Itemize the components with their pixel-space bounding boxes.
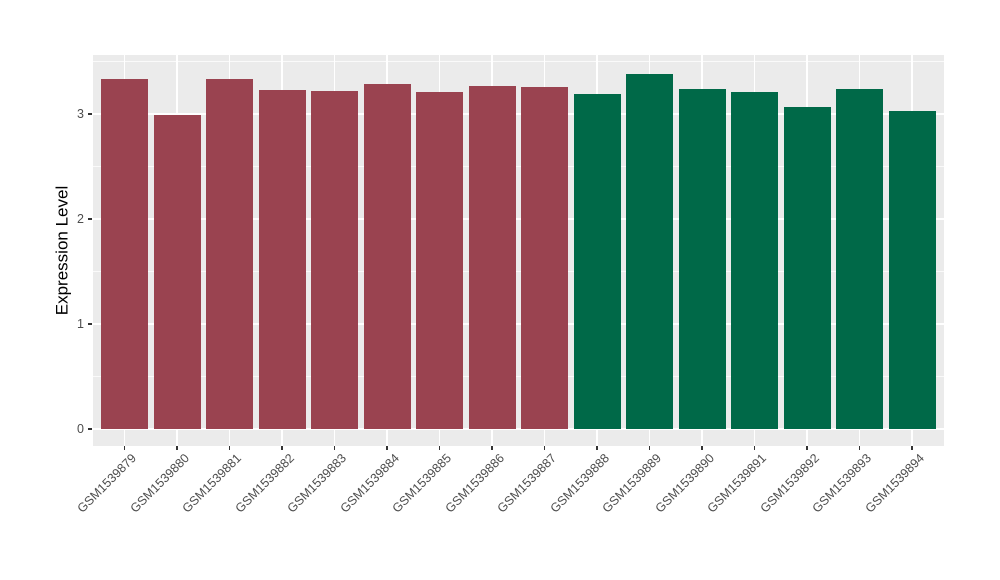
bar-GSM1539885 — [416, 91, 463, 429]
bar-GSM1539892 — [783, 106, 831, 429]
gridline-major-y-3 — [93, 113, 944, 115]
x-tick-GSM1539881 — [228, 446, 231, 450]
bar-GSM1539883 — [311, 90, 358, 429]
gridline-minor-y-1.5 — [93, 271, 944, 272]
gridline-minor-y-2.5 — [93, 166, 944, 167]
y-tick-2 — [88, 218, 92, 220]
bar-GSM1539889 — [626, 74, 673, 429]
y-tick-label-2: 2 — [77, 211, 84, 226]
x-tick-GSM1539879 — [123, 446, 126, 450]
x-tick-GSM1539886 — [491, 446, 493, 450]
x-tick-GSM1539884 — [386, 446, 388, 450]
bar-GSM1539891 — [731, 91, 778, 429]
x-tick-GSM1539891 — [753, 446, 756, 450]
x-tick-GSM1539890 — [701, 446, 703, 450]
y-axis-title: Expression Level — [52, 185, 72, 316]
x-tick-GSM1539888 — [596, 446, 598, 450]
x-tick-GSM1539883 — [333, 446, 336, 450]
plot-panel — [93, 55, 944, 446]
y-tick-label-0: 0 — [77, 421, 84, 436]
gridline-major-y-1 — [93, 323, 944, 325]
x-tick-GSM1539893 — [858, 446, 861, 450]
bar-GSM1539888 — [573, 94, 621, 429]
y-tick-0 — [88, 428, 92, 430]
x-tick-GSM1539892 — [806, 446, 808, 450]
bar-GSM1539893 — [836, 88, 883, 429]
bar-GSM1539881 — [206, 79, 253, 429]
y-tick-label-3: 3 — [77, 106, 84, 121]
y-tick-label-1: 1 — [77, 316, 84, 331]
y-tick-1 — [88, 323, 92, 325]
bar-GSM1539886 — [468, 85, 516, 429]
bar-GSM1539882 — [258, 89, 306, 429]
gridline-minor-y-0.5 — [93, 376, 944, 377]
bar-GSM1539879 — [101, 79, 148, 429]
gridline-major-y-2 — [93, 218, 944, 220]
x-tick-GSM1539894 — [911, 446, 913, 450]
bar-GSM1539890 — [678, 88, 726, 429]
x-tick-GSM1539887 — [543, 446, 546, 450]
bar-GSM1539884 — [363, 83, 411, 429]
bar-GSM1539894 — [888, 110, 936, 429]
x-tick-GSM1539882 — [281, 446, 283, 450]
x-tick-GSM1539880 — [176, 446, 178, 450]
x-tick-GSM1539885 — [438, 446, 441, 450]
y-tick-3 — [88, 113, 92, 115]
gridline-minor-y-3.5 — [93, 61, 944, 62]
gridline-major-y-0 — [93, 428, 944, 430]
x-tick-GSM1539889 — [648, 446, 651, 450]
bar-GSM1539887 — [521, 86, 568, 429]
bar-GSM1539880 — [153, 115, 201, 429]
